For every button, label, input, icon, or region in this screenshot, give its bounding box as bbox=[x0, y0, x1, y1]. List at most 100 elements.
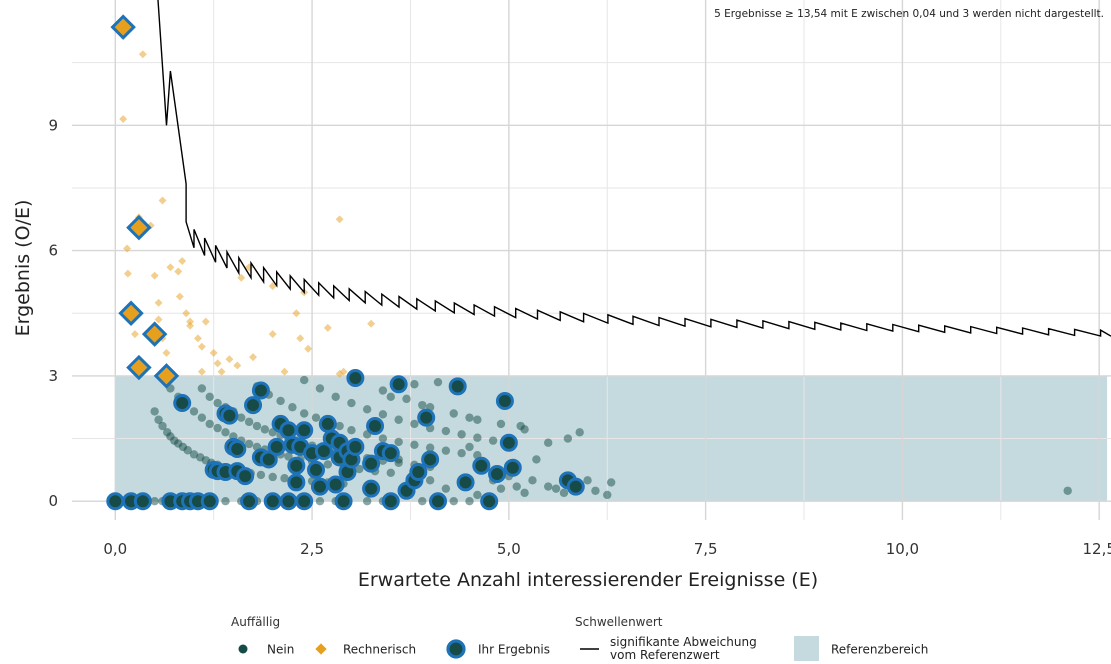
point-nein bbox=[288, 403, 297, 412]
point-nein bbox=[544, 438, 553, 447]
point-ihr-ergebnis bbox=[228, 439, 247, 458]
point-ihr-ergebnis bbox=[318, 414, 337, 433]
point-rechnerisch bbox=[193, 334, 202, 343]
point-rechnerisch bbox=[158, 196, 167, 205]
point-ihr-ergebnis bbox=[495, 391, 514, 410]
point-nein bbox=[559, 488, 569, 498]
point-rechnerisch bbox=[174, 267, 183, 276]
point-nein bbox=[457, 430, 466, 439]
point-nein bbox=[221, 497, 230, 506]
point-nein bbox=[378, 410, 388, 419]
point-rechnerisch bbox=[304, 344, 313, 353]
point-rechnerisch bbox=[292, 309, 301, 318]
point-rechnerisch bbox=[162, 348, 171, 357]
point-rechnerisch-ihr-ergebnis bbox=[110, 14, 136, 40]
x-tick-label: 0,0 bbox=[103, 540, 127, 558]
point-rechnerisch bbox=[154, 315, 163, 324]
x-tick-label: 2,5 bbox=[300, 540, 324, 558]
legend-rechnerisch-label: Rechnerisch bbox=[343, 643, 416, 657]
point-nein bbox=[244, 439, 254, 449]
point-nein bbox=[150, 497, 159, 506]
point-ihr-ergebnis bbox=[133, 492, 152, 511]
point-nein bbox=[205, 419, 214, 429]
point-nein bbox=[473, 415, 482, 424]
chart-note: 5 Ergebnisse ≥ 13,54 mit E zwischen 0,04… bbox=[714, 8, 1104, 20]
point-nein bbox=[441, 426, 451, 436]
point-nein bbox=[189, 407, 199, 416]
point-rechnerisch-ihr-ergebnis bbox=[153, 363, 180, 389]
point-rechnerisch bbox=[335, 215, 344, 224]
point-nein bbox=[362, 497, 372, 506]
point-nein bbox=[465, 497, 474, 506]
point-nein bbox=[425, 476, 435, 485]
point-nein bbox=[197, 384, 207, 393]
point-nein bbox=[520, 488, 529, 498]
point-ihr-ergebnis bbox=[456, 473, 475, 492]
point-rechnerisch bbox=[197, 342, 206, 351]
point-nein bbox=[197, 413, 207, 422]
point-ihr-ergebnis bbox=[366, 417, 385, 436]
point-ihr-ergebnis bbox=[488, 465, 507, 484]
point-nein bbox=[544, 482, 553, 491]
y-tick-label: 6 bbox=[48, 242, 58, 260]
point-ihr-ergebnis bbox=[259, 450, 278, 469]
point-ihr-ergebnis bbox=[106, 492, 125, 511]
point-ihr-ergebnis bbox=[287, 456, 306, 475]
point-ihr-ergebnis bbox=[314, 442, 333, 461]
point-rechnerisch bbox=[268, 330, 277, 339]
point-nein bbox=[449, 409, 458, 418]
ticks-layer: 0,0 2,5 5,0 7,5 10,0 12,5 0 3 6 9 bbox=[48, 116, 1111, 558]
point-ihr-ergebnis bbox=[499, 433, 518, 452]
point-nein bbox=[425, 443, 435, 452]
legend-threshold-label-line1: signifikante Abweichung bbox=[610, 635, 757, 649]
point-nein bbox=[378, 386, 388, 395]
point-nein bbox=[496, 419, 506, 429]
point-nein bbox=[362, 405, 372, 414]
point-rechnerisch bbox=[233, 361, 242, 370]
point-rechnerisch bbox=[201, 317, 210, 326]
point-nein bbox=[268, 472, 277, 482]
point-nein bbox=[386, 468, 395, 478]
point-ihr-ergebnis bbox=[279, 421, 298, 440]
point-nein bbox=[276, 396, 285, 406]
point-rechnerisch bbox=[119, 115, 128, 123]
point-nein bbox=[154, 415, 163, 424]
point-rechnerisch bbox=[138, 50, 147, 59]
point-nein bbox=[410, 380, 419, 389]
point-ihr-ergebnis bbox=[472, 456, 491, 475]
point-nein bbox=[516, 421, 525, 431]
point-nein bbox=[603, 490, 612, 500]
point-rechnerisch-ihr-ergebnis bbox=[126, 214, 152, 241]
points-layer bbox=[106, 14, 1072, 511]
point-ihr-ergebnis bbox=[334, 492, 353, 511]
point-nein bbox=[551, 484, 561, 493]
point-rechnerisch-ihr-ergebnis bbox=[141, 321, 168, 347]
point-ihr-ergebnis bbox=[362, 479, 381, 498]
y-tick-label: 9 bbox=[48, 116, 58, 134]
point-nein bbox=[575, 428, 584, 437]
point-rechnerisch bbox=[339, 367, 348, 376]
point-rechnerisch bbox=[249, 353, 257, 362]
point-ihr-ergebnis bbox=[448, 377, 467, 396]
point-rechnerisch bbox=[367, 319, 376, 328]
point-ihr-ergebnis bbox=[240, 492, 259, 511]
point-nein bbox=[528, 476, 537, 485]
point-rechnerisch bbox=[225, 355, 234, 364]
point-rechnerisch bbox=[131, 330, 139, 339]
point-ihr-ergebnis bbox=[503, 458, 522, 477]
point-nein bbox=[189, 450, 199, 459]
point-rechnerisch bbox=[280, 367, 289, 376]
legend-nein-marker bbox=[238, 644, 248, 654]
point-ihr-ergebnis bbox=[251, 381, 270, 400]
point-ihr-ergebnis bbox=[244, 396, 263, 415]
point-nein bbox=[315, 384, 325, 393]
point-ihr-ergebnis bbox=[480, 492, 499, 511]
point-rechnerisch bbox=[186, 321, 195, 330]
point-nein bbox=[213, 398, 222, 408]
point-ihr-ergebnis bbox=[295, 492, 314, 511]
legend-rechnerisch-marker bbox=[315, 643, 327, 655]
point-nein bbox=[213, 423, 222, 433]
point-nein bbox=[488, 436, 498, 445]
point-ihr-ergebnis bbox=[362, 454, 381, 473]
